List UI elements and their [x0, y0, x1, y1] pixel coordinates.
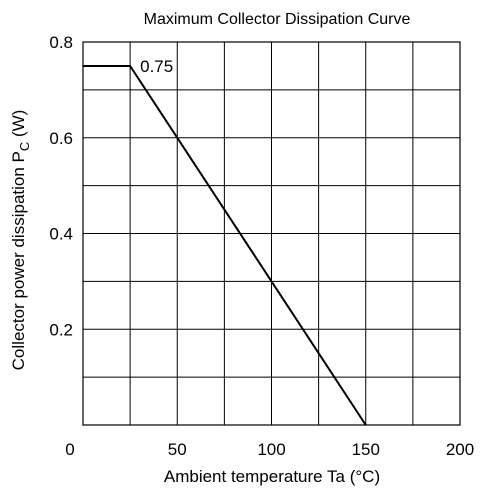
chart-title: Maximum Collector Dissipation Curve — [144, 11, 411, 28]
plot-frame — [82, 41, 461, 426]
annotations-group: 0.75 — [140, 57, 173, 76]
x-tick-label: 200 — [446, 440, 474, 459]
x-tick-label: 50 — [168, 440, 187, 459]
y-tick-label: 0.4 — [49, 225, 73, 244]
y-axis-label-subscript: C — [17, 142, 32, 151]
plot-border — [82, 41, 461, 426]
y-axis-label: Collector power dissipation PC (W) — [9, 110, 32, 371]
y-tick-label: 0.2 — [49, 320, 73, 339]
y-tick-labels: 0.2 0.4 0.6 0.8 — [49, 33, 73, 339]
x-tick-label: 100 — [257, 440, 285, 459]
dissipation-curve — [83, 64, 367, 426]
y-tick-label: 0.6 — [49, 129, 73, 148]
x-tick-label: 0 — [65, 440, 74, 459]
x-tick-label: 150 — [352, 440, 380, 459]
y-axis-label-main: Collector power dissipation P — [9, 151, 28, 370]
grid-lines — [82, 41, 461, 426]
y-tick-label: 0.8 — [49, 33, 73, 52]
series-group — [83, 64, 367, 426]
annotation-label: 0.75 — [140, 57, 173, 76]
x-tick-labels: 0 50 100 150 200 — [65, 440, 474, 459]
x-axis-label: Ambient temperature Ta (°C) — [164, 467, 380, 486]
y-axis-label-unit: (W) — [9, 110, 28, 142]
